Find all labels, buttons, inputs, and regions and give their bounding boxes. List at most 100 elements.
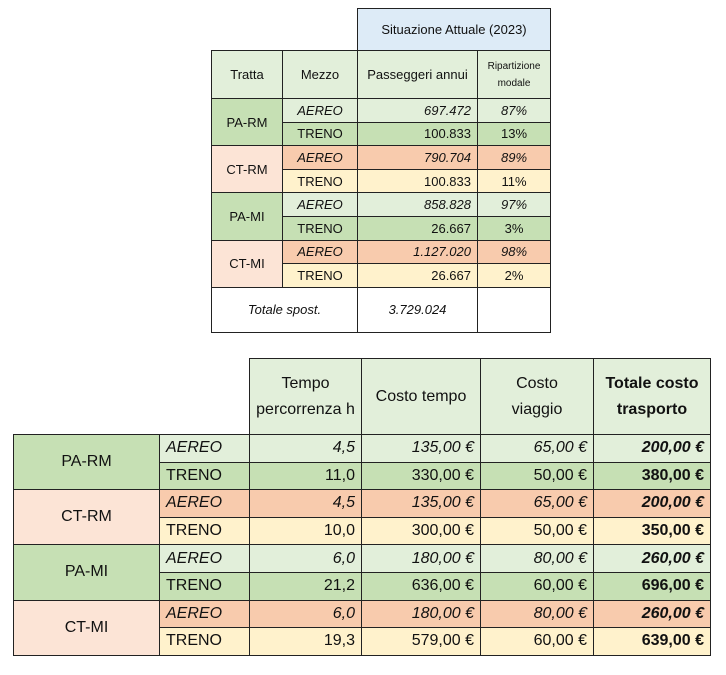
mode-cell: TRENO: [159, 571, 250, 601]
mode-cell: TRENO: [282, 215, 358, 241]
mode-cell: AEREO: [159, 434, 250, 463]
mode-cell: TRENO: [159, 627, 250, 656]
table-row: TRENO 10,0 300,00 €50,00 €350,00 €: [14, 516, 711, 546]
passengers-cell: 26.667: [357, 263, 478, 288]
modal-share-cell: 13%: [477, 121, 551, 147]
modal-share-cell: 87%: [477, 98, 551, 123]
route-cell: CT-RM: [13, 489, 160, 546]
table-row: TRENO 11,0 330,00 €50,00 €380,00 €: [14, 461, 711, 491]
mode-cell: AEREO: [159, 599, 250, 629]
time-cost-cell: 300,00 €: [361, 516, 481, 546]
header-passeggeri: Passeggeri annui: [357, 50, 478, 99]
header-costo-viaggio: Costo viaggio: [480, 358, 594, 435]
time-cost-cell: 180,00 €: [361, 544, 481, 573]
mode-cell: AEREO: [282, 192, 358, 217]
total-cost-cell: 380,00 €: [593, 461, 711, 491]
travel-time-cell: 4,5: [249, 434, 362, 463]
time-cost-cell: 135,00 €: [361, 434, 481, 463]
travel-cost-cell: 60,00 €: [480, 627, 594, 656]
modal-share-cell: 11%: [477, 168, 551, 194]
mode-cell: TRENO: [159, 461, 250, 491]
route-cell: PA-RM: [13, 433, 160, 491]
travel-time-cell: 10,0: [249, 516, 362, 546]
route-cell: CT-MI: [211, 239, 283, 288]
mode-cell: AEREO: [282, 98, 358, 123]
header-tratta: Tratta: [211, 50, 283, 99]
header-totale: Totale costo trasporto: [593, 358, 711, 435]
mode-cell: TRENO: [282, 168, 358, 194]
mode-cell: TRENO: [282, 263, 358, 288]
table-row: TRENO 100.833 11%: [212, 168, 551, 194]
header-costo-tempo: Costo tempo: [361, 358, 481, 435]
travel-cost-cell: 50,00 €: [480, 516, 594, 546]
modal-share-cell: 2%: [477, 263, 551, 288]
travel-cost-cell: 80,00 €: [480, 599, 594, 629]
travel-time-cell: 6,0: [249, 544, 362, 573]
route-cell: CT-MI: [13, 599, 160, 656]
passengers-cell: 858.828: [357, 192, 478, 217]
travel-cost-cell: 65,00 €: [480, 434, 594, 463]
table-row: CT-RM AEREO 790.704 89%: [211, 145, 551, 194]
passengers-cell: 1.127.020: [357, 239, 478, 265]
travel-cost-cell: 50,00 €: [480, 461, 594, 491]
travel-time-cell: 11,0: [249, 461, 362, 491]
table-row: CT-MI AEREO 1.127.020 98%: [211, 239, 551, 288]
table-row: PA-RM AEREO 4,5 135,00 €65,00 €200,00 €: [13, 433, 711, 491]
modal-share-cell: 89%: [477, 145, 551, 170]
total-value: 3.729.024: [357, 286, 478, 333]
travel-time-cell: 6,0: [249, 599, 362, 629]
travel-time-cell: 4,5: [249, 489, 362, 518]
header-ripartizione: Ripartizione modale: [477, 50, 551, 99]
table-row: PA-RM AEREO 697.472 87%: [211, 97, 551, 147]
time-cost-cell: 330,00 €: [361, 461, 481, 491]
table-row: CT-MI AEREO 6,0 180,00 €80,00 €260,00 €: [13, 599, 711, 656]
header-mezzo: Mezzo: [282, 50, 358, 99]
route-cell: PA-RM: [211, 97, 283, 147]
mode-cell: AEREO: [159, 544, 250, 573]
total-cost-cell: 260,00 €: [593, 544, 711, 573]
passengers-cell: 100.833: [357, 168, 478, 194]
travel-time-cell: 21,2: [249, 571, 362, 601]
total-cost-cell: 200,00 €: [593, 434, 711, 463]
mode-cell: TRENO: [159, 516, 250, 546]
travel-cost-cell: 65,00 €: [480, 489, 594, 518]
total-cost-cell: 350,00 €: [593, 516, 711, 546]
mode-cell: AEREO: [282, 145, 358, 170]
table-row: PA-MI AEREO 858.828 97%: [211, 192, 551, 241]
travel-cost-cell: 60,00 €: [480, 571, 594, 601]
total-cost-cell: 639,00 €: [593, 627, 711, 656]
header-tempo: Tempo percorrenza h: [249, 358, 362, 435]
table-row: TRENO 21,2 636,00 €60,00 €696,00 €: [14, 571, 711, 601]
total-cost-cell: 696,00 €: [593, 571, 711, 601]
cost-table: Tempo percorrenza h Costo tempo Costo vi…: [13, 358, 711, 656]
mode-cell: TRENO: [282, 121, 358, 147]
passengers-cell: 26.667: [357, 215, 478, 241]
modal-share-cell: 98%: [477, 239, 551, 265]
travel-time-cell: 19,3: [249, 627, 362, 656]
time-cost-cell: 135,00 €: [361, 489, 481, 518]
table-row: TRENO 26.667 2%: [212, 263, 551, 288]
passengers-cell: 790.704: [357, 145, 478, 170]
modal-share-cell: 3%: [477, 215, 551, 241]
total-cost-cell: 200,00 €: [593, 489, 711, 518]
route-cell: PA-MI: [211, 192, 283, 241]
mode-cell: AEREO: [159, 489, 250, 518]
route-cell: PA-MI: [13, 544, 160, 601]
table-row: CT-RM AEREO 4,5 135,00 €65,00 €200,00 €: [13, 489, 711, 546]
group-header: Situazione Attuale (2023): [357, 8, 551, 51]
total-cost-cell: 260,00 €: [593, 599, 711, 629]
mode-cell: AEREO: [282, 239, 358, 265]
time-cost-cell: 180,00 €: [361, 599, 481, 629]
travel-cost-cell: 80,00 €: [480, 544, 594, 573]
time-cost-cell: 636,00 €: [361, 571, 481, 601]
time-cost-cell: 579,00 €: [361, 627, 481, 656]
passengers-cell: 697.472: [357, 98, 478, 123]
table-row: TRENO 26.667 3%: [212, 215, 551, 241]
route-cell: CT-RM: [211, 145, 283, 194]
table-row: PA-MI AEREO 6,0 180,00 €80,00 €260,00 €: [13, 544, 711, 601]
modal-share-cell: 97%: [477, 192, 551, 217]
total-label: Totale spost.: [211, 286, 358, 333]
passengers-cell: 100.833: [357, 121, 478, 147]
table-row: TRENO 19,3 579,00 €60,00 €639,00 €: [14, 627, 711, 656]
passenger-table: Situazione Attuale (2023) Tratta Mezzo P…: [211, 8, 551, 333]
